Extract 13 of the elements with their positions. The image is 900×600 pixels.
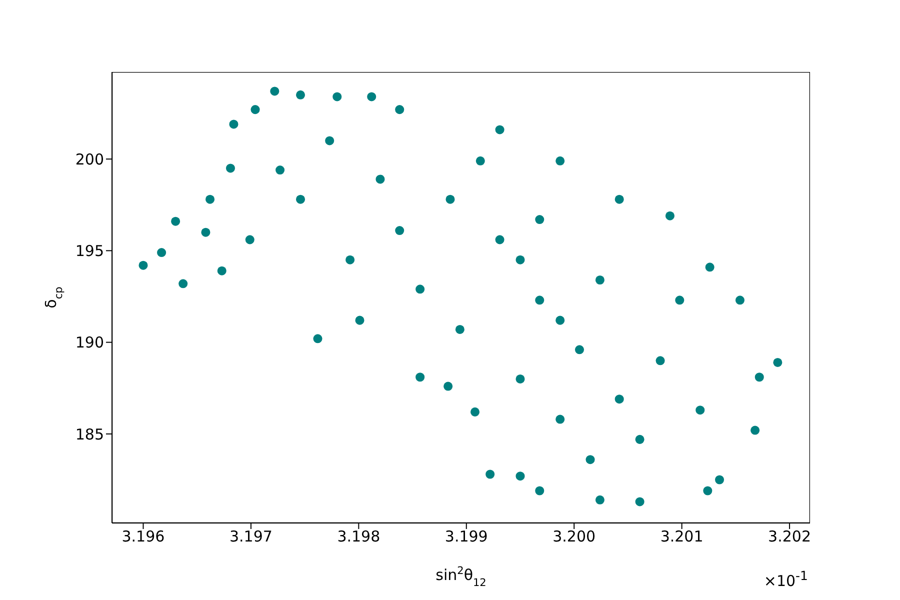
x-tick-label: 3.200 bbox=[552, 528, 596, 546]
x-tick-label: 3.197 bbox=[229, 528, 272, 546]
y-tick-label: 185 bbox=[75, 425, 104, 444]
x-tick-label: 3.199 bbox=[444, 528, 488, 546]
text: ×10$^{-1}$ bbox=[764, 568, 808, 590]
y-tick-label: 200 bbox=[75, 150, 104, 168]
x-axis-title: sin$^{2}$θ$_{12}$ bbox=[436, 565, 486, 589]
x-tick-label: 3.196 bbox=[122, 528, 165, 546]
y-tick-label: 195 bbox=[75, 242, 104, 260]
x-tick-label: 3.198 bbox=[337, 528, 380, 546]
x-tick-label: 3.201 bbox=[660, 528, 704, 546]
y-tick-label: 190 bbox=[75, 334, 104, 352]
x-tick-label: 3.202 bbox=[768, 528, 812, 546]
